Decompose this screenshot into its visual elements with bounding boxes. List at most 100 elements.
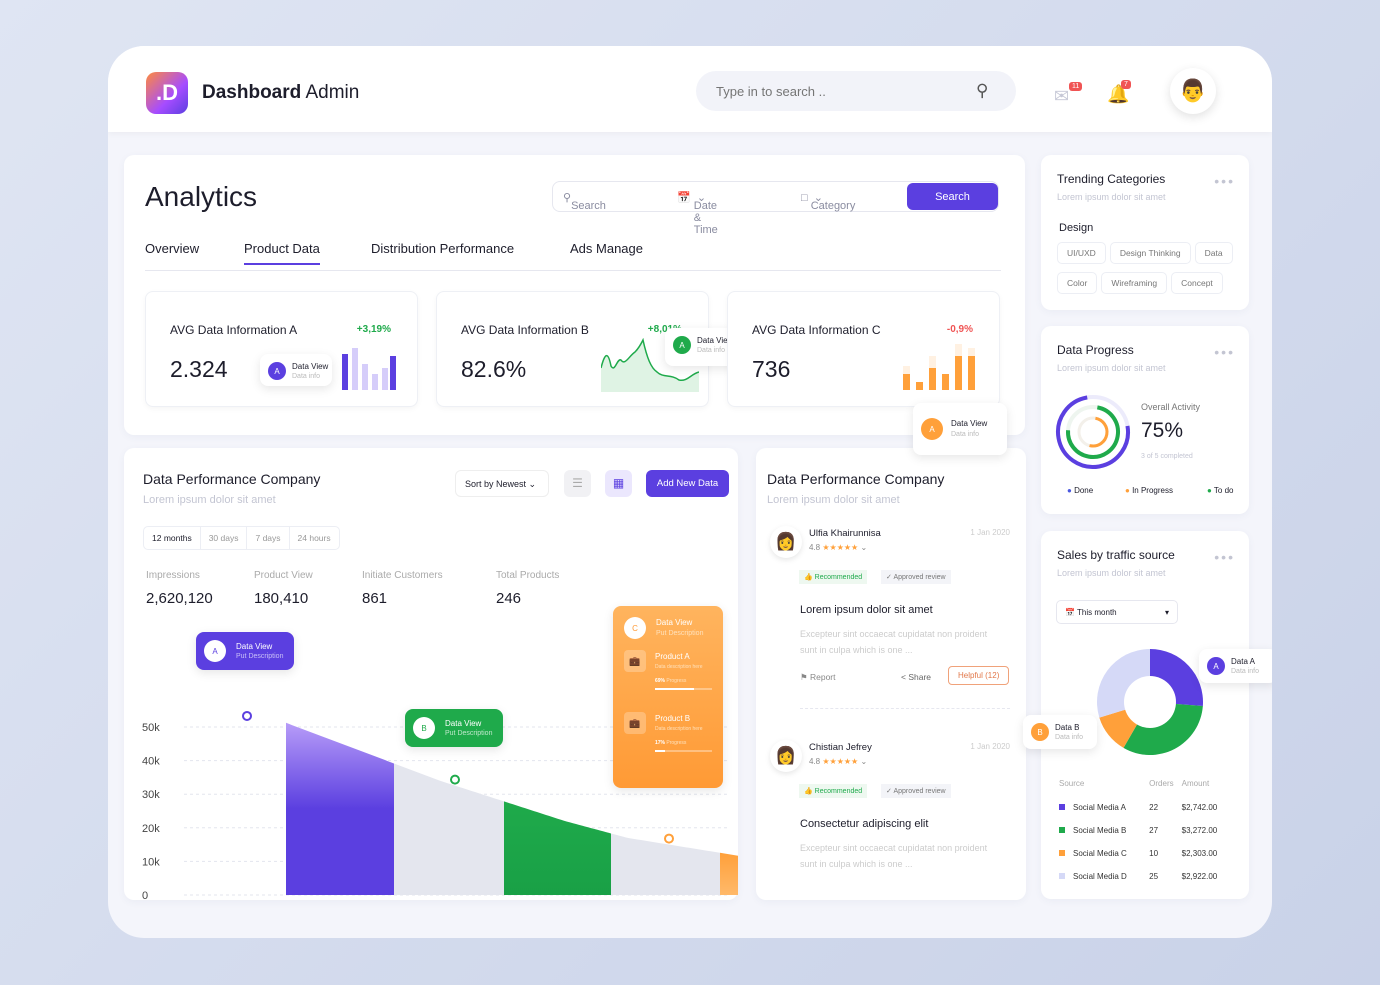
list-view-button[interactable]: ☰ <box>564 470 591 497</box>
review-heading: Lorem ipsum dolor sit amet <box>800 604 933 616</box>
orders-cell: 25 <box>1149 872 1159 881</box>
section-title: Data Performance Company <box>767 471 945 487</box>
amount-cell: $3,272.00 <box>1181 826 1218 835</box>
tab-distribution-performance[interactable]: Distribution Performance <box>371 241 515 256</box>
more-icon[interactable]: ••• <box>1214 549 1235 565</box>
source-cell: Social Media B <box>1059 819 1149 842</box>
area-band <box>611 833 720 895</box>
trending-card: Trending Categories ••• Lorem ipsum dolo… <box>1041 155 1249 310</box>
tag-chip[interactable]: Color <box>1057 272 1098 294</box>
tag-chip[interactable]: Design Thinking <box>1109 242 1191 264</box>
stat-card-c: AVG Data Information C -0,9% 736 <box>727 291 1000 407</box>
search-icon[interactable]: ⚲ <box>976 81 989 100</box>
mail-icon[interactable]: ✉ <box>1054 86 1070 106</box>
bell-icon[interactable]: 🔔 <box>1107 84 1130 104</box>
reviewer-avatar: 👩 <box>770 526 802 558</box>
area-chart: 010k20k30k40k50kJanFebMarAprMayJunJulAug… <box>142 710 738 900</box>
dashboard-frame: .D Dashboard Admin ⚲ ✉ 11 🔔 7 👨 Analytic… <box>108 46 1272 938</box>
review-heading: Consectetur adipiscing elit <box>800 818 929 830</box>
share-button[interactable]: < Share <box>901 672 932 682</box>
tab-product-data[interactable]: Product Data <box>244 241 320 265</box>
stat-label: Total Products <box>496 570 560 581</box>
tab-ads-manage[interactable]: Ads Manage <box>570 241 643 256</box>
more-icon[interactable]: ••• <box>1214 344 1235 360</box>
stat-label: Product View <box>254 570 313 581</box>
tag-chip[interactable]: Wireframing <box>1101 272 1168 294</box>
stat-label: Initiate Customers <box>362 570 443 581</box>
range-12-months[interactable]: 12 months <box>144 527 201 549</box>
product-desc: Data description here <box>655 726 703 732</box>
progress-note: 3 of 5 completed <box>1141 453 1193 460</box>
data-point-marker <box>664 833 674 844</box>
legend-to-do: ● To do <box>1207 486 1234 495</box>
tabs: Overview Product Data Distribution Perfo… <box>145 241 1001 271</box>
grid-view-button[interactable]: ▦ <box>605 470 632 497</box>
section-subtitle: Lorem ipsum dolor sit amet <box>1057 192 1166 202</box>
filter-search[interactable]: ⚲ Search <box>563 192 606 212</box>
user-avatar[interactable]: 👨 <box>1170 68 1216 114</box>
source-cell: Social Media D <box>1059 865 1149 888</box>
performance-card: Data Performance Company Lorem ipsum dol… <box>124 448 738 900</box>
y-tick-label: 10k <box>142 856 160 868</box>
table-row: Social Media A 22 $2,742.00 <box>1059 796 1229 819</box>
range-24-hours[interactable]: 24 hours <box>297 533 331 543</box>
col-source: Source <box>1059 779 1085 788</box>
card-value: 82.6% <box>461 356 527 382</box>
amount-cell: $2,303.00 <box>1181 849 1218 858</box>
section-title: Trending Categories <box>1057 172 1166 186</box>
tab-overview[interactable]: Overview <box>145 241 200 256</box>
report-button[interactable]: ⚑ Report <box>800 672 836 682</box>
tag-chip[interactable]: Concept <box>1171 272 1223 294</box>
table-row: Social Media D 25 $2,922.00 <box>1059 865 1229 888</box>
range-7-days[interactable]: 7 days <box>247 527 290 549</box>
date-time-select[interactable]: 📅 Date & Time ⌄ <box>677 192 718 236</box>
progress-card: Data Progress ••• Lorem ipsum dolor sit … <box>1041 326 1249 514</box>
col-amount: Amount <box>1181 779 1210 788</box>
amount-cell: $2,922.00 <box>1181 872 1218 881</box>
section-subtitle: Lorem ipsum dolor sit amet <box>1057 363 1166 373</box>
section-title: Data Performance Company <box>143 471 321 487</box>
add-new-data-button[interactable]: Add New Data <box>646 470 729 497</box>
notification-badge: 7 <box>1121 80 1131 89</box>
range-selector: 12 months 30 days 7 days 24 hours <box>143 526 340 550</box>
review-body: Excepteur sint occaecat cupidatat non pr… <box>800 843 988 869</box>
range-30-days[interactable]: 30 days <box>201 527 248 549</box>
orders-cell: 27 <box>1149 826 1159 835</box>
data-point-marker <box>242 710 252 721</box>
section-title: Data Progress <box>1057 343 1134 357</box>
tag-chip[interactable]: Data <box>1194 242 1233 264</box>
filter-bar: ⚲ Search 📅 Date & Time ⌄ □ Category ⌄ Se… <box>552 181 999 236</box>
rating: 4.8 ★★★★★ ⌄ <box>809 757 868 766</box>
bag-icon: 💼 <box>624 650 646 672</box>
color-swatch <box>1059 827 1065 833</box>
product-progress: 69% Progress <box>655 678 687 684</box>
recommended-badge: 👍 Recommended <box>799 570 868 584</box>
period-dropdown[interactable]: 📅 This month ▾ <box>1056 600 1178 624</box>
tag-chip[interactable]: UI/UXD <box>1057 242 1106 264</box>
stat-value: 180,410 <box>254 590 309 607</box>
approved-badge: ✓ Approved review <box>881 784 951 798</box>
category-select[interactable]: □ Category ⌄ <box>801 192 856 212</box>
donut-chart <box>1097 649 1203 755</box>
card-value: 2.324 <box>170 356 228 382</box>
area-band <box>720 852 738 895</box>
stat-label: Impressions <box>146 570 200 581</box>
progress-label: Overall Activity <box>1141 402 1201 412</box>
y-tick-label: 30k <box>142 789 160 801</box>
section-subtitle: Lorem ipsum dolor sit amet <box>143 494 276 506</box>
helpful-button[interactable]: Helpful (12) <box>948 666 1010 685</box>
more-icon[interactable]: ••• <box>1214 173 1235 189</box>
data-b-tooltip: B Data B Data info <box>1023 715 1097 749</box>
review-item: 👩 Ulfia Khairunnisa 1 Jan 2020 4.8 ★★★★★… <box>756 526 1026 726</box>
search-input[interactable] <box>696 71 1016 111</box>
col-orders: Orders <box>1149 779 1174 788</box>
progress-bar <box>655 688 712 690</box>
amount-cell: $2,742.00 <box>1181 803 1218 812</box>
stat-value: 861 <box>362 590 388 607</box>
card-value: 736 <box>752 356 791 382</box>
traffic-card: Sales by traffic source ••• Lorem ipsum … <box>1023 531 1272 899</box>
search-button[interactable]: Search <box>907 183 998 210</box>
sort-dropdown[interactable]: Sort by Newest ⌄ <box>455 470 549 497</box>
product-progress: 17% Progress <box>655 740 687 746</box>
area-band <box>286 722 394 895</box>
